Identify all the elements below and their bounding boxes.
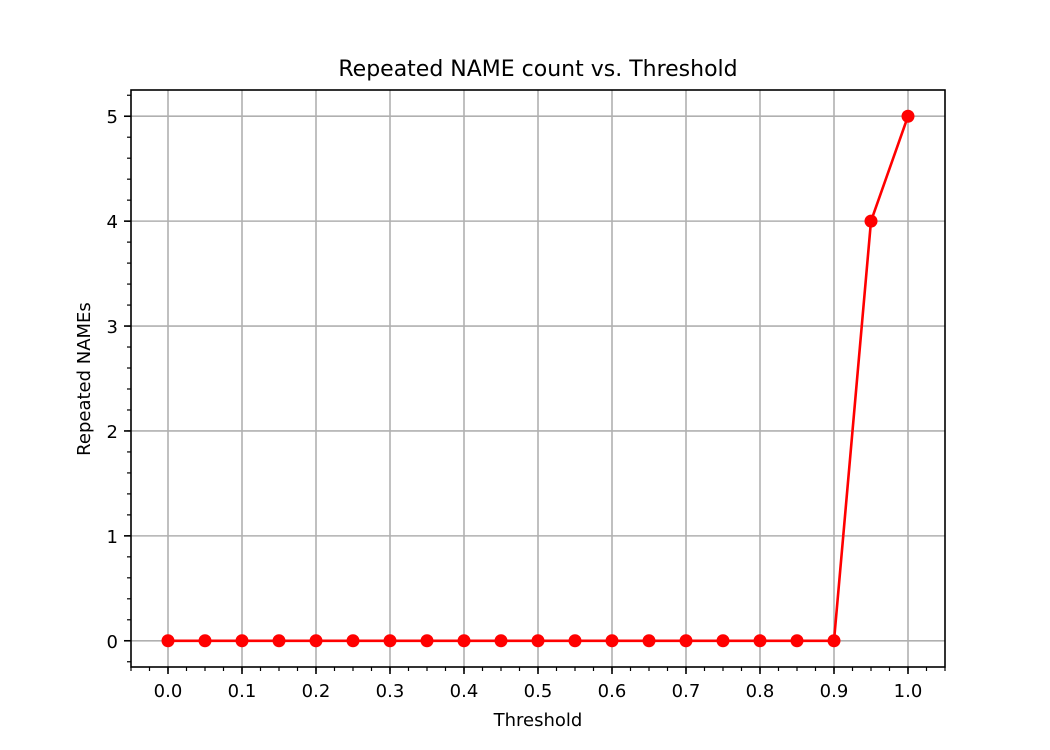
x-tick-label: 0.8 bbox=[746, 681, 775, 702]
x-tick-label: 0.1 bbox=[228, 681, 257, 702]
y-tick-label: 0 bbox=[107, 632, 118, 653]
y-tick-label: 2 bbox=[107, 422, 118, 443]
y-axis-label: Repeated NAMEs bbox=[74, 302, 95, 456]
data-point bbox=[457, 634, 471, 648]
data-point bbox=[716, 634, 730, 648]
data-point bbox=[827, 634, 841, 648]
data-point bbox=[864, 214, 878, 228]
data-point bbox=[235, 634, 249, 648]
x-axis-label: Threshold bbox=[493, 710, 583, 731]
data-point bbox=[420, 634, 434, 648]
data-point bbox=[346, 634, 360, 648]
data-point bbox=[198, 634, 212, 648]
y-tick-label: 3 bbox=[107, 317, 118, 338]
data-series bbox=[161, 109, 915, 648]
data-point bbox=[753, 634, 767, 648]
data-point bbox=[642, 634, 656, 648]
x-tick-label: 0.5 bbox=[524, 681, 553, 702]
data-point bbox=[161, 634, 175, 648]
data-point bbox=[901, 109, 915, 123]
data-point bbox=[383, 634, 397, 648]
data-point bbox=[790, 634, 804, 648]
data-point bbox=[568, 634, 582, 648]
data-point bbox=[272, 634, 286, 648]
y-tick-label: 4 bbox=[107, 212, 118, 233]
x-tick-label: 0.3 bbox=[376, 681, 405, 702]
data-point bbox=[309, 634, 323, 648]
x-tick-label: 0.7 bbox=[672, 681, 701, 702]
data-point bbox=[679, 634, 693, 648]
x-tick-label: 0.9 bbox=[820, 681, 849, 702]
y-tick-label: 5 bbox=[107, 107, 118, 128]
x-tick-label: 0.4 bbox=[450, 681, 479, 702]
data-point bbox=[531, 634, 545, 648]
axes: 0.0 0.1 0.2 0.3 0.4 0.5 0.6 0.7 0.8 0.9 1.0 0 1 2 3 4 5 bbox=[107, 89, 946, 702]
x-tick-label: 1.0 bbox=[894, 681, 923, 702]
x-tick-label: 0.0 bbox=[154, 681, 183, 702]
x-tick-label: 0.2 bbox=[302, 681, 331, 702]
chart-title: Repeated NAME count vs. Threshold bbox=[338, 57, 737, 82]
x-tick-label: 0.6 bbox=[598, 681, 627, 702]
data-point bbox=[605, 634, 619, 648]
data-point bbox=[494, 634, 508, 648]
y-tick-label: 1 bbox=[107, 527, 118, 548]
